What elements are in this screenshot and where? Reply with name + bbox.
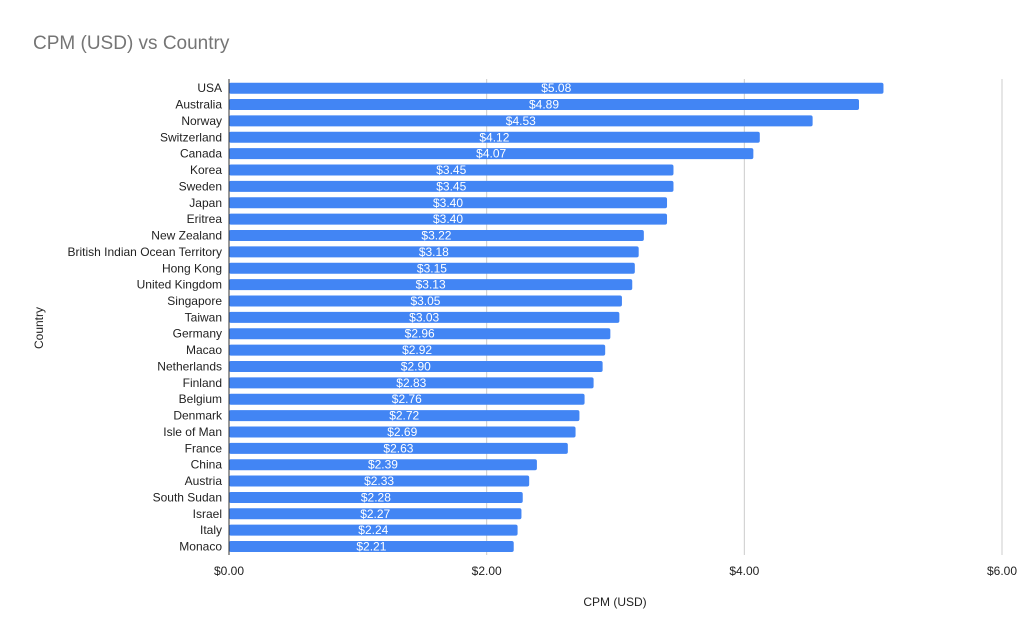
bar xyxy=(229,328,611,340)
x-tick-label: $0.00 xyxy=(214,564,244,578)
data-label: $3.45 xyxy=(436,163,466,177)
data-label: $2.39 xyxy=(368,458,398,472)
data-label: $2.83 xyxy=(396,376,426,390)
bar xyxy=(229,360,603,372)
data-label: $4.53 xyxy=(506,114,536,128)
bar xyxy=(229,442,568,454)
bar xyxy=(229,524,518,536)
bar xyxy=(229,508,522,520)
category-label: Switzerland xyxy=(160,130,222,144)
bar xyxy=(229,475,530,487)
category-label: Macao xyxy=(186,343,222,357)
bar xyxy=(229,164,674,176)
bar xyxy=(229,491,523,503)
category-label: Monaco xyxy=(179,540,222,554)
bar xyxy=(229,82,884,94)
category-label: Canada xyxy=(180,147,222,161)
category-label: Belgium xyxy=(179,392,222,406)
chart-title: CPM (USD) vs Country xyxy=(33,33,230,54)
bar xyxy=(229,99,859,111)
bar xyxy=(229,262,635,274)
bar xyxy=(229,377,594,389)
category-label: Korea xyxy=(190,163,222,177)
data-label: $3.40 xyxy=(433,196,463,210)
x-tick-label: $6.00 xyxy=(987,564,1017,578)
category-label: British Indian Ocean Territory xyxy=(67,245,222,259)
category-label: Italy xyxy=(200,523,222,537)
category-label: Eritrea xyxy=(187,212,223,226)
data-label: $5.08 xyxy=(541,81,571,95)
category-label: Finland xyxy=(183,376,222,390)
category-label: USA xyxy=(197,81,222,95)
category-label: Denmark xyxy=(173,409,223,423)
bar xyxy=(229,180,674,192)
data-label: $2.33 xyxy=(364,474,394,488)
category-label: New Zealand xyxy=(151,229,222,243)
bar xyxy=(229,213,668,225)
data-label: $2.21 xyxy=(356,540,386,554)
category-label: Austria xyxy=(185,474,223,488)
data-label: $2.96 xyxy=(405,327,435,341)
category-label: Isle of Man xyxy=(163,425,222,439)
data-label: $2.72 xyxy=(389,409,419,423)
bar xyxy=(229,541,514,553)
category-label: Germany xyxy=(173,327,222,341)
data-label: $3.13 xyxy=(416,278,446,292)
data-label: $2.24 xyxy=(358,523,388,537)
data-label: $3.22 xyxy=(421,229,451,243)
bar xyxy=(229,393,585,405)
data-label: $4.07 xyxy=(476,147,506,161)
bar xyxy=(229,230,644,242)
category-label: France xyxy=(185,441,223,455)
bar xyxy=(229,311,620,323)
x-axis-title: CPM (USD) xyxy=(583,595,647,609)
data-label: $2.90 xyxy=(401,359,431,373)
data-label: $2.69 xyxy=(387,425,417,439)
data-label: $4.89 xyxy=(529,98,559,112)
category-label: Japan xyxy=(189,196,222,210)
bar xyxy=(229,459,537,471)
data-label: $3.05 xyxy=(410,294,440,308)
data-label: $2.92 xyxy=(402,343,432,357)
data-label: $3.15 xyxy=(417,261,447,275)
data-label: $2.63 xyxy=(383,441,413,455)
data-label: $3.40 xyxy=(433,212,463,226)
category-label: Hong Kong xyxy=(162,261,222,275)
data-label: $2.28 xyxy=(361,490,391,504)
data-label: $3.45 xyxy=(436,179,466,193)
bar xyxy=(229,344,606,356)
data-label: $3.18 xyxy=(419,245,449,259)
x-tick-label: $2.00 xyxy=(472,564,502,578)
category-label: Taiwan xyxy=(185,310,222,324)
category-label: Israel xyxy=(193,507,222,521)
data-label: $2.27 xyxy=(360,507,390,521)
category-label: Norway xyxy=(181,114,222,128)
category-label: Australia xyxy=(175,98,222,112)
bar xyxy=(229,115,813,127)
bar xyxy=(229,197,668,209)
bar xyxy=(229,148,754,160)
bar xyxy=(229,410,580,422)
category-label: China xyxy=(191,458,223,472)
data-label: $2.76 xyxy=(392,392,422,406)
data-label: $4.12 xyxy=(479,130,509,144)
category-label: United Kingdom xyxy=(137,278,222,292)
bar xyxy=(229,295,622,307)
bar xyxy=(229,131,760,143)
data-label: $3.03 xyxy=(409,310,439,324)
category-label: South Sudan xyxy=(153,490,222,504)
x-tick-label: $4.00 xyxy=(729,564,759,578)
bar xyxy=(229,279,633,291)
bar xyxy=(229,426,576,438)
category-label: Singapore xyxy=(167,294,222,308)
bar xyxy=(229,246,639,258)
category-label: Sweden xyxy=(179,179,222,193)
category-label: Netherlands xyxy=(157,359,222,373)
